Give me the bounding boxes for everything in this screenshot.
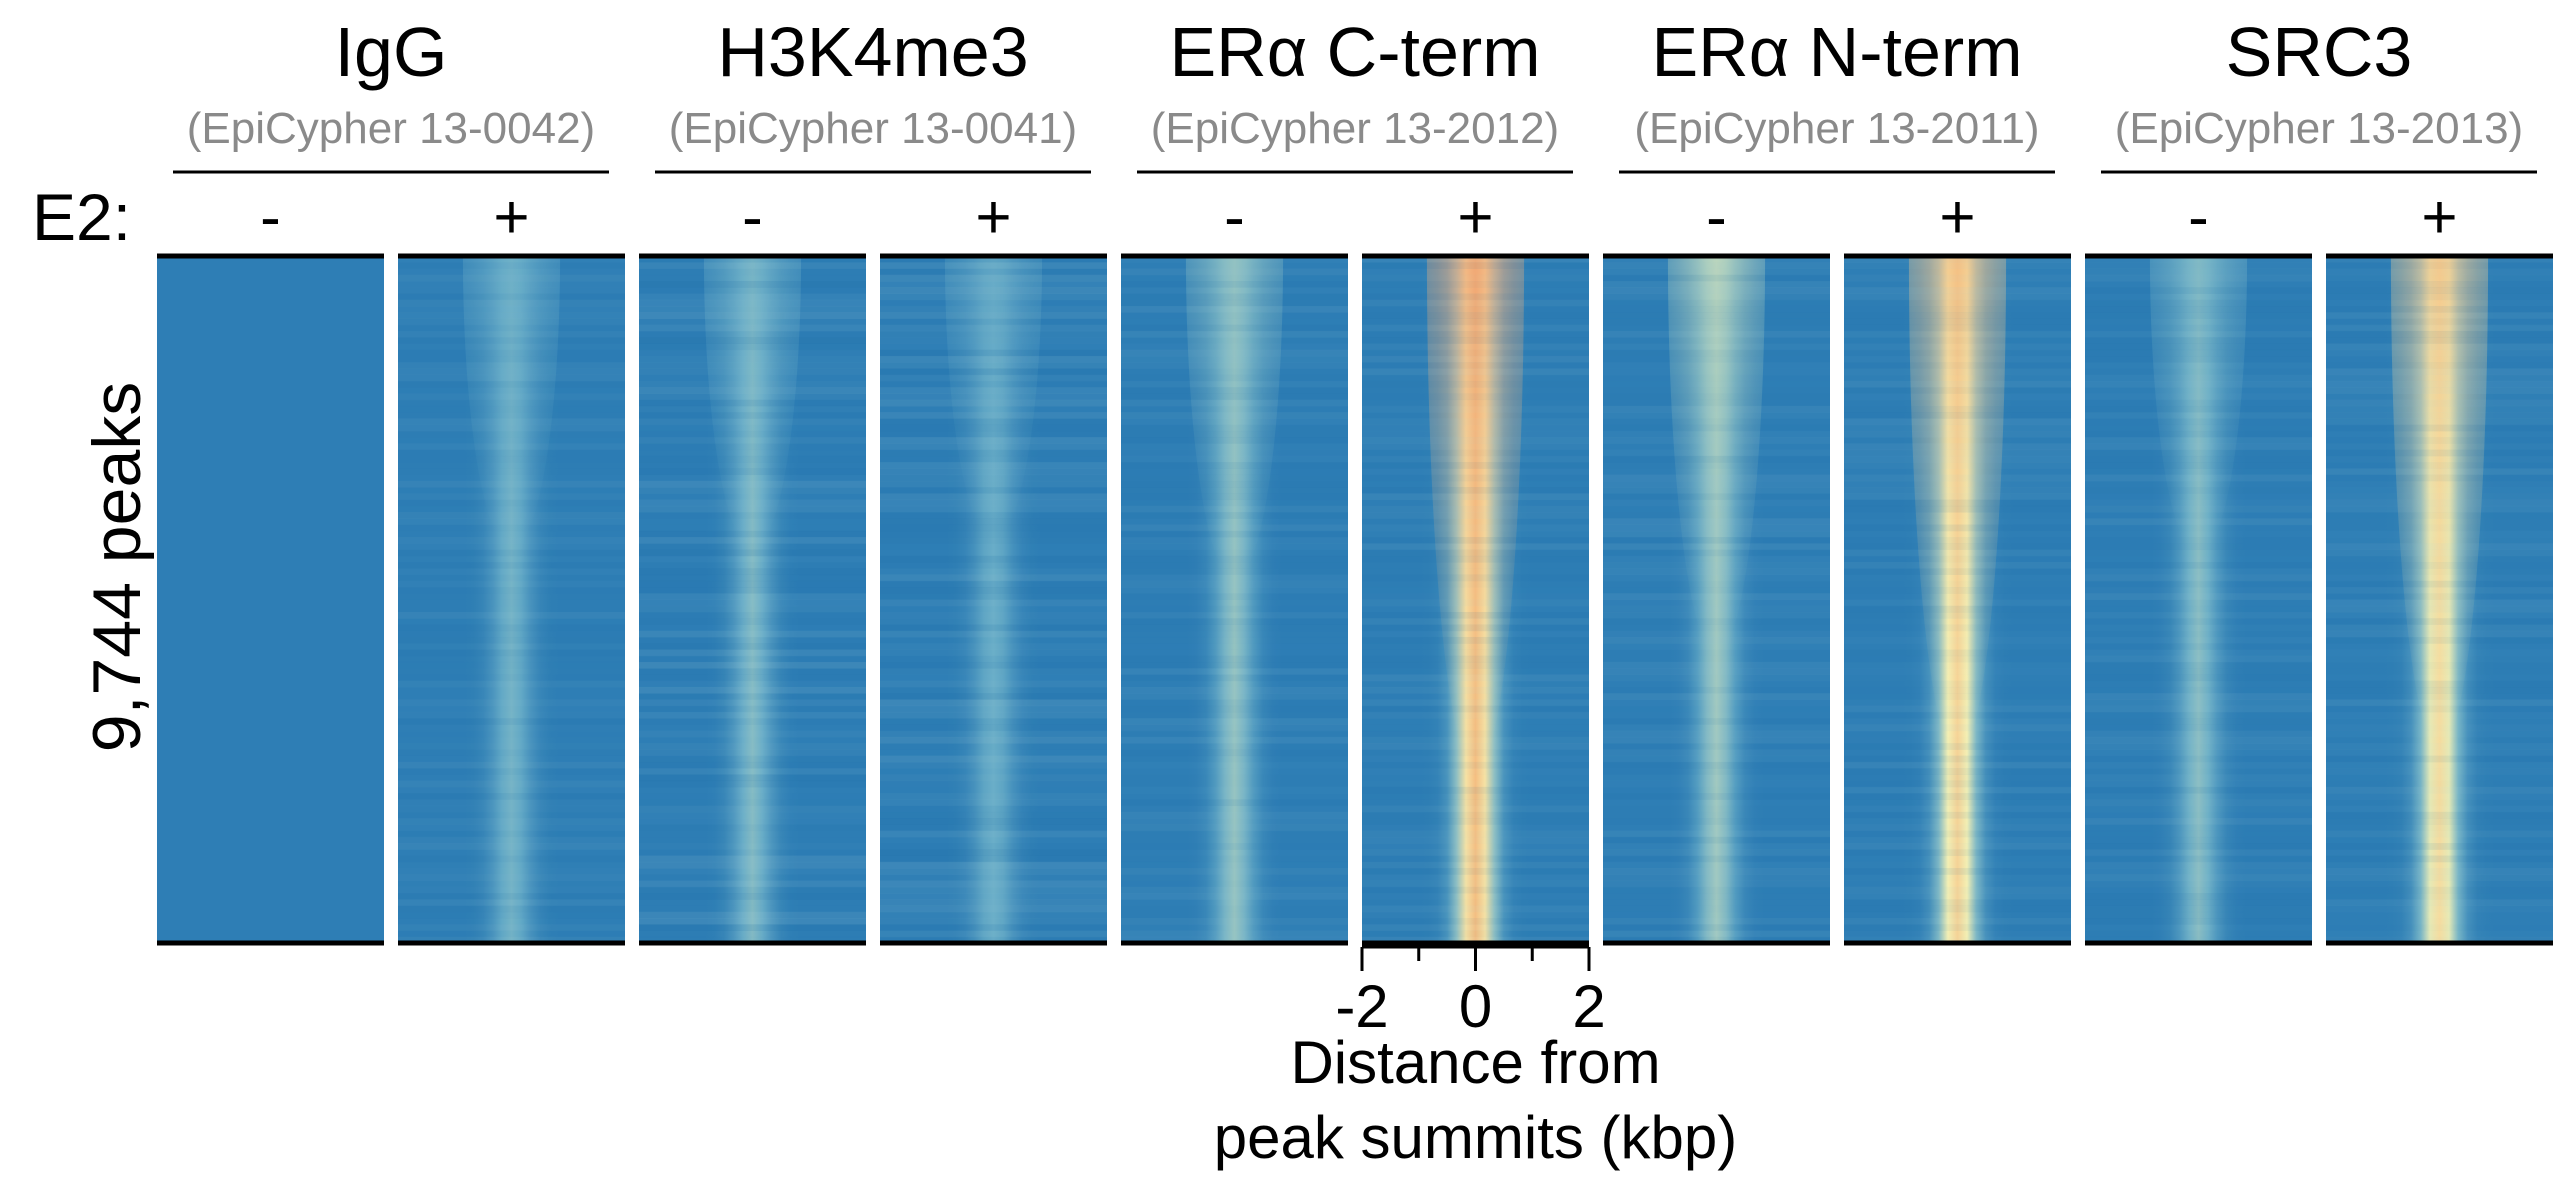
heatmap-rows [639, 256, 866, 932]
heatmap-rows [2085, 268, 2312, 925]
condition-symbol: - [742, 183, 763, 252]
group-2: ERα C-term (EpiCypher 13-2012) - + [1121, 13, 1589, 946]
heatmap-panel: + [1844, 183, 2071, 946]
heatmap-enrichment [2149, 256, 2248, 555]
heatmap-panel: - [1603, 183, 1830, 946]
group-catalog: (EpiCypher 13-0042) [187, 104, 595, 153]
condition-symbol: + [975, 183, 1011, 252]
group-3: ERα N-term (EpiCypher 13-2011) - + [1603, 13, 2071, 946]
panel-groups: IgG (EpiCypher 13-0042) - + H3K4me3 (EpiCyphe… [157, 13, 2553, 946]
heatmap-rows [1844, 256, 2071, 944]
heatmap-panel: - [639, 183, 866, 946]
heatmap-enrichment [1667, 256, 1766, 654]
row-count-label: 9,744 peaks [79, 382, 155, 753]
group-title: ERα N-term [1651, 13, 2022, 91]
heatmap-panel: - [157, 183, 384, 946]
heatmap-rows [880, 256, 1107, 938]
group-catalog: (EpiCypher 13-2012) [1151, 104, 1559, 153]
group-catalog: (EpiCypher 13-2013) [2115, 104, 2523, 153]
heatmap-cell-field [157, 256, 384, 943]
x-axis-label-line1: Distance from [1290, 1029, 1660, 1096]
heatmap-rows [2326, 256, 2553, 944]
group-title: IgG [335, 13, 448, 91]
condition-symbol: + [1939, 183, 1975, 252]
heatmap-enrichment [2390, 256, 2489, 750]
heatmap-rows [398, 274, 625, 944]
heatmap-panel: - [2085, 183, 2312, 946]
x-axis-label-line2: peak summits (kbp) [1214, 1104, 1737, 1171]
heatmap-enrichment [1426, 256, 1525, 772]
heatmap-enrichment [944, 256, 1043, 540]
group-title: SRC3 [2226, 13, 2413, 91]
condition-symbol: + [2421, 183, 2457, 252]
heatmap-panel: + [880, 183, 1107, 946]
heatmap-rows [1362, 256, 1589, 944]
x-tick-label: 0 [1459, 973, 1492, 1040]
group-1: H3K4me3 (EpiCypher 13-0041) - + [639, 13, 1107, 946]
group-4: SRC3 (EpiCypher 13-2013) - + [2085, 13, 2553, 946]
condition-symbol: + [493, 183, 529, 252]
group-0: IgG (EpiCypher 13-0042) - + [157, 13, 625, 946]
heatmap-panel: + [398, 183, 625, 946]
condition-symbol: - [260, 183, 281, 252]
condition-symbol: - [2188, 183, 2209, 252]
group-catalog: (EpiCypher 13-0041) [669, 104, 1077, 153]
heatmap-enrichment [462, 256, 561, 549]
group-catalog: (EpiCypher 13-2011) [1634, 104, 2039, 153]
heatmap-rows [1603, 262, 1830, 944]
x-tick-label: -2 [1335, 973, 1388, 1040]
x-tick-label: 2 [1572, 973, 1605, 1040]
condition-symbol: + [1457, 183, 1493, 252]
group-title: ERα C-term [1169, 13, 1540, 91]
heatmap-panel: - [1121, 183, 1348, 946]
heatmap-enrichment [1185, 256, 1284, 580]
heatmap-panel: + [2326, 183, 2553, 946]
condition-symbol: - [1706, 183, 1727, 252]
heatmap-enrichment [703, 256, 802, 549]
heatmap-panel: + [1362, 183, 1589, 946]
condition-symbol: - [1224, 183, 1245, 252]
heatmap-enrichment [1908, 256, 2007, 756]
group-title: H3K4me3 [717, 13, 1028, 91]
condition-label: E2: [32, 180, 131, 254]
heatmap-rows [1121, 268, 1348, 944]
